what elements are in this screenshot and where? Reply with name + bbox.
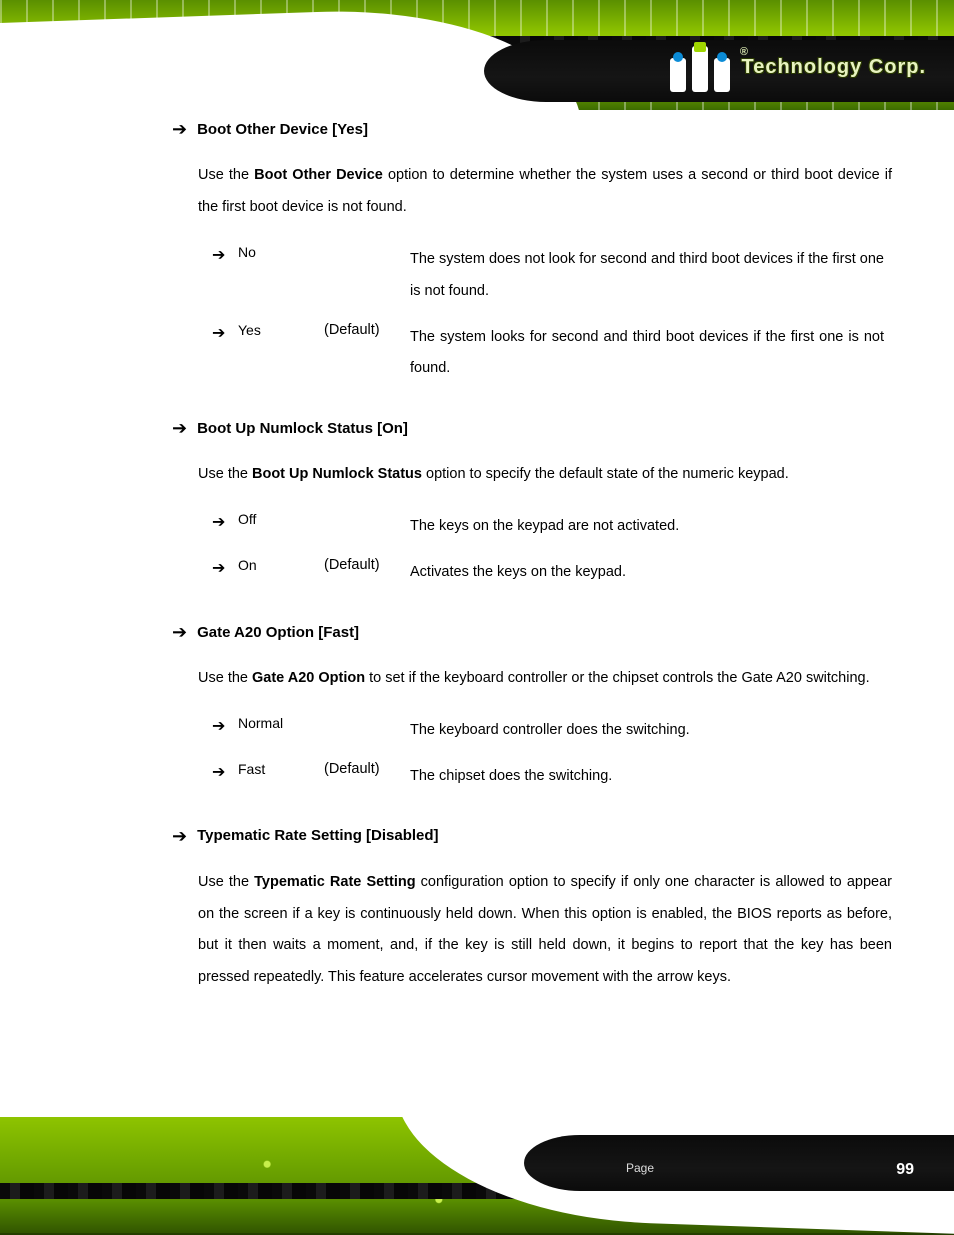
intro-bold: Boot Other Device — [254, 167, 383, 183]
arrow-right-icon: ➔ — [212, 715, 238, 736]
heading-text: Typematic Rate Setting [Disabled] — [197, 827, 438, 844]
arrow-right-icon: ➔ — [212, 761, 238, 782]
option-default: (Default) — [324, 557, 410, 573]
logo-bar-i2 — [714, 58, 730, 92]
logo-bar-i1 — [670, 58, 686, 92]
section-numlock-status: ➔ Boot Up Numlock Status [On] Use the Bo… — [172, 419, 892, 589]
option-default: (Default) — [324, 322, 410, 338]
section-heading: ➔ Gate A20 Option [Fast] — [172, 623, 892, 641]
intro-bold: Boot Up Numlock Status — [252, 466, 422, 482]
section-typematic-rate: ➔ Typematic Rate Setting [Disabled] Use … — [172, 827, 892, 995]
section-intro: Use the Boot Up Numlock Status option to… — [198, 459, 892, 491]
section-heading: ➔ Boot Up Numlock Status [On] — [172, 419, 892, 437]
heading-text: Gate A20 Option [Fast] — [197, 624, 359, 641]
heading-text: Boot Other Device [Yes] — [197, 121, 368, 138]
section-boot-other-device: ➔ Boot Other Device [Yes] Use the Boot O… — [172, 120, 892, 385]
intro-pre: Use the — [198, 874, 254, 890]
section-intro: Use the Typematic Rate Setting configura… — [198, 867, 892, 995]
option-row: ➔ Fast (Default) The chipset does the sw… — [212, 761, 892, 793]
arrow-right-icon: ➔ — [172, 419, 187, 437]
footer-dark-panel — [524, 1135, 954, 1191]
option-name: On — [238, 557, 324, 573]
logo — [670, 46, 730, 92]
option-row: ➔ Off The keys on the keypad are not act… — [212, 511, 892, 543]
option-name: No — [238, 244, 324, 260]
option-desc: The system looks for second and third bo… — [410, 322, 892, 386]
option-name: Yes — [238, 322, 324, 338]
arrow-right-icon: ➔ — [212, 557, 238, 578]
arrow-right-icon: ➔ — [172, 120, 187, 138]
section-heading: ➔ Typematic Rate Setting [Disabled] — [172, 827, 892, 845]
intro-pre: Use the — [198, 670, 252, 686]
content-area: ➔ Boot Other Device [Yes] Use the Boot O… — [172, 120, 892, 1028]
option-row: ➔ On (Default) Activates the keys on the… — [212, 557, 892, 589]
section-heading: ➔ Boot Other Device [Yes] — [172, 120, 892, 138]
option-desc: The keys on the keypad are not activated… — [410, 511, 892, 543]
option-name: Off — [238, 511, 324, 527]
intro-bold: Gate A20 Option — [252, 670, 365, 686]
option-row: ➔ Normal The keyboard controller does th… — [212, 715, 892, 747]
page: ® Technology Corp. ➔ Boot Other Device [… — [0, 0, 954, 1235]
option-desc: Activates the keys on the keypad. — [410, 557, 892, 589]
logo-e-cap-icon — [694, 42, 706, 52]
option-row: ➔ No The system does not look for second… — [212, 244, 892, 308]
footer-band: Page 99 — [0, 1117, 954, 1235]
heading-text: Boot Up Numlock Status [On] — [197, 420, 408, 437]
logo-dot-icon — [673, 52, 683, 62]
intro-post: to set if the keyboard controller or the… — [365, 670, 870, 686]
arrow-right-icon: ➔ — [212, 322, 238, 343]
section-gate-a20: ➔ Gate A20 Option [Fast] Use the Gate A2… — [172, 623, 892, 793]
intro-bold: Typematic Rate Setting — [254, 874, 415, 890]
section-intro: Use the Gate A20 Option to set if the ke… — [198, 663, 892, 695]
option-desc: The system does not look for second and … — [410, 244, 892, 308]
section-intro: Use the Boot Other Device option to dete… — [198, 160, 892, 224]
header-band: ® Technology Corp. — [0, 0, 954, 110]
option-default: (Default) — [324, 761, 410, 777]
intro-post: option to specify the default state of t… — [422, 466, 789, 482]
arrow-right-icon: ➔ — [212, 511, 238, 532]
page-number: 99 — [896, 1161, 914, 1179]
option-name: Fast — [238, 761, 324, 777]
arrow-right-icon: ➔ — [172, 827, 187, 845]
intro-pre: Use the — [198, 466, 252, 482]
footer-page-label: Page — [626, 1161, 654, 1175]
option-row: ➔ Yes (Default) The system looks for sec… — [212, 322, 892, 386]
brand-text: Technology Corp. — [741, 56, 926, 79]
option-name: Normal — [238, 715, 324, 731]
intro-post: configuration option to specify if only … — [198, 874, 892, 986]
option-desc: The keyboard controller does the switchi… — [410, 715, 892, 747]
intro-pre: Use the — [198, 167, 254, 183]
logo-bar-e — [692, 46, 708, 92]
logo-dot-icon — [717, 52, 727, 62]
option-desc: The chipset does the switching. — [410, 761, 892, 793]
arrow-right-icon: ➔ — [212, 244, 238, 265]
arrow-right-icon: ➔ — [172, 623, 187, 641]
